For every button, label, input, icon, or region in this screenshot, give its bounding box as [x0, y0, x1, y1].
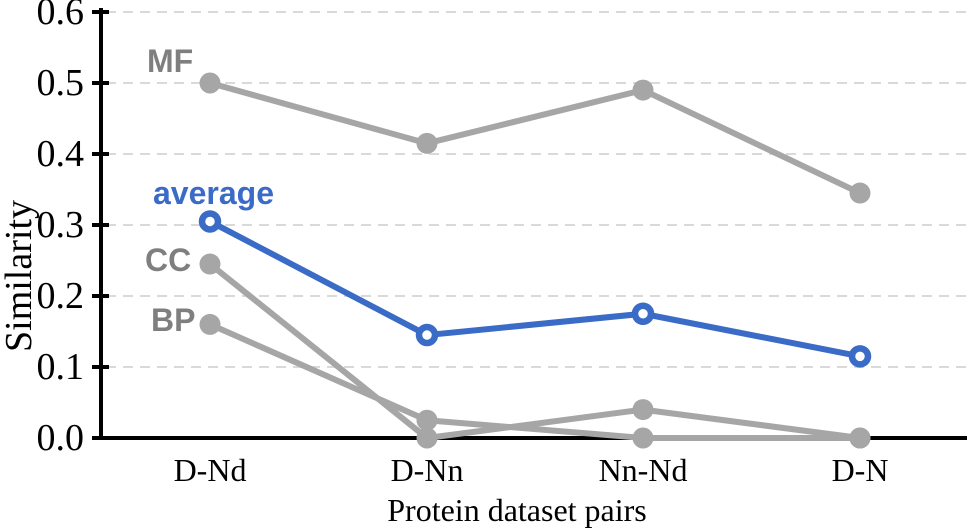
marker-BP-1	[416, 409, 438, 431]
series-line-average	[207, 218, 863, 360]
y-tick-label-0.6: 0.6	[36, 0, 85, 33]
x-category-label-D-Nd: D-Nd	[173, 452, 247, 488]
marker-CC-0	[199, 253, 221, 275]
marker-average-0	[198, 210, 222, 233]
x-axis-title: Protein dataset pairs	[387, 492, 647, 528]
y-tick-label-0.5: 0.5	[36, 62, 85, 104]
marker-average-1	[415, 323, 439, 347]
marker-BP-3	[849, 427, 871, 449]
series-line-CC	[207, 261, 863, 441]
series-label-BP: BP	[151, 302, 196, 338]
marker-CC-1	[416, 427, 438, 449]
marker-average-2	[631, 302, 655, 325]
y-tick-label-0.0: 0.0	[36, 417, 85, 459]
marker-BP-0	[199, 313, 221, 335]
series-label-CC: CC	[145, 242, 192, 278]
marker-BP-2	[632, 427, 654, 449]
x-category-label-D-Nn: D-Nn	[390, 452, 464, 488]
series-line-BP	[207, 321, 863, 441]
marker-MF-0	[199, 72, 221, 94]
x-category-label-D-N: D-N	[831, 452, 889, 488]
y-tick-label-0.1: 0.1	[36, 346, 85, 388]
series-label-average: average	[153, 175, 274, 211]
y-tick-label-0.4: 0.4	[36, 133, 85, 175]
marker-MF-2	[632, 79, 654, 101]
y-tick-label-0.3: 0.3	[36, 204, 85, 246]
marker-MF-3	[849, 182, 871, 204]
marker-average-3	[848, 345, 872, 368]
marker-MF-1	[416, 132, 438, 154]
series-line-MF	[207, 80, 863, 197]
x-category-label-Nn-Nd: Nn-Nd	[598, 452, 688, 488]
y-tick-label-0.2: 0.2	[36, 275, 85, 317]
marker-CC-2	[632, 399, 654, 421]
series-label-MF: MF	[147, 43, 194, 79]
